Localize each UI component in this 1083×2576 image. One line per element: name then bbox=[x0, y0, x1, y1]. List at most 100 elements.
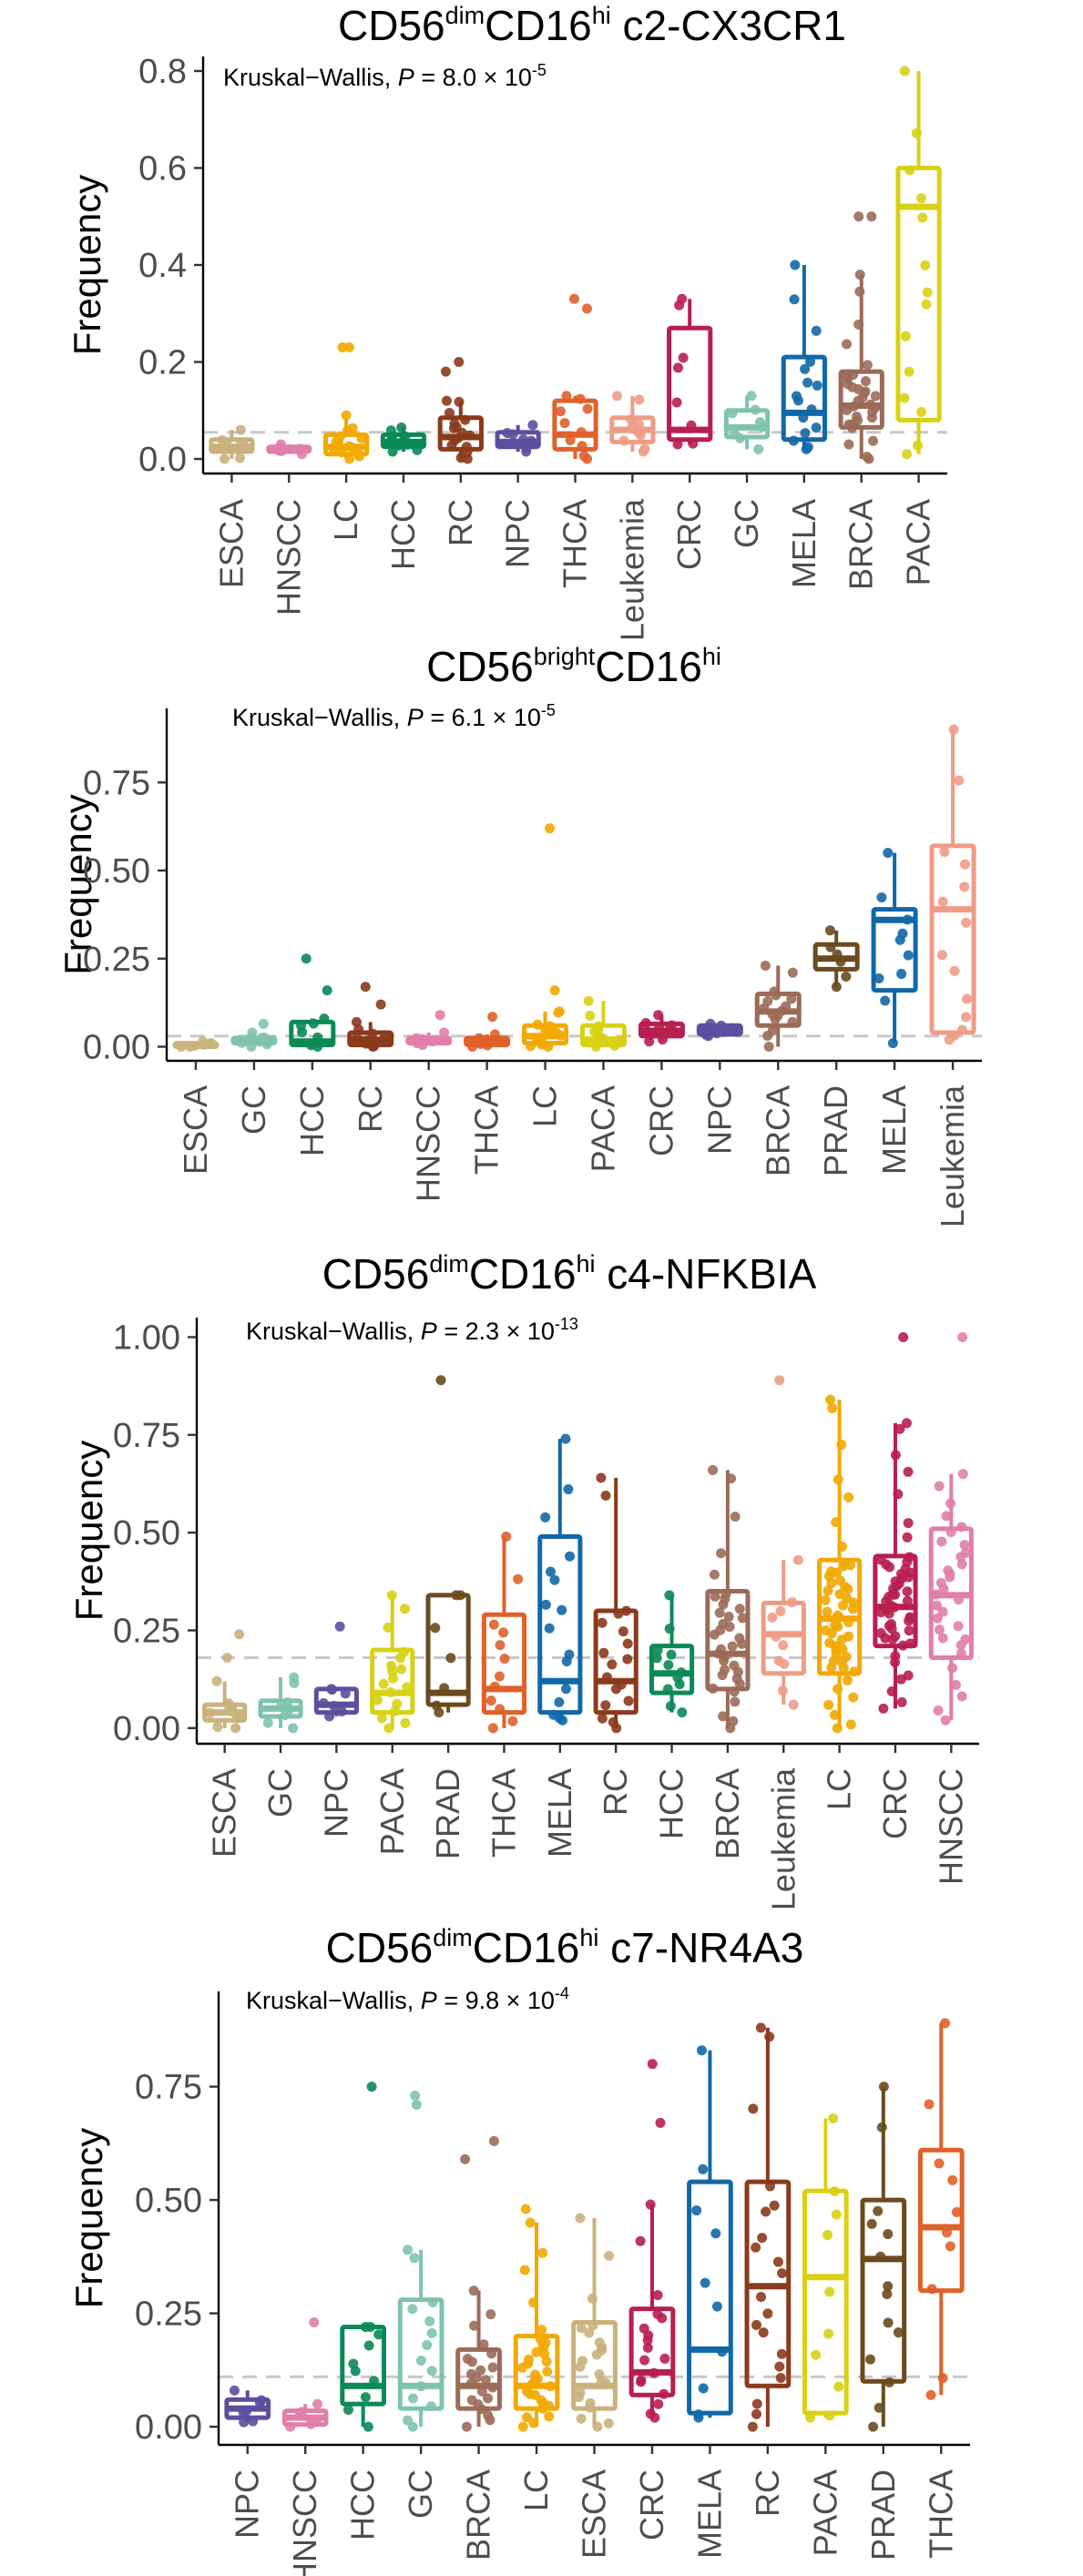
title-part: dim bbox=[429, 1250, 469, 1278]
data-point bbox=[771, 1631, 782, 1642]
x-tick-label: CRC bbox=[670, 499, 708, 570]
data-point bbox=[372, 1695, 383, 1705]
data-point bbox=[805, 2412, 816, 2423]
data-point bbox=[613, 1608, 624, 1619]
data-point bbox=[376, 1713, 387, 1724]
data-point bbox=[954, 775, 965, 786]
data-point bbox=[878, 1703, 889, 1714]
box-npc bbox=[696, 1018, 743, 1042]
data-point bbox=[640, 1017, 651, 1028]
data-point bbox=[787, 1597, 798, 1608]
data-point bbox=[626, 414, 637, 425]
data-point bbox=[812, 380, 822, 391]
data-point bbox=[677, 293, 688, 304]
data-point bbox=[634, 394, 645, 405]
x-tick-label: RC bbox=[442, 499, 479, 546]
data-point bbox=[698, 2164, 709, 2174]
data-point bbox=[400, 431, 411, 442]
data-point bbox=[426, 2366, 437, 2377]
data-point bbox=[904, 1625, 914, 1636]
y-tick-label: 0.0 bbox=[138, 441, 187, 479]
y-tick-label: 0.00 bbox=[135, 2408, 202, 2447]
x-tick-label: CRC bbox=[876, 1768, 914, 1839]
data-point bbox=[716, 1020, 727, 1031]
y-tick-label: 0.75 bbox=[83, 764, 150, 802]
data-point bbox=[754, 417, 765, 428]
data-point bbox=[235, 424, 246, 435]
x-tick-label: NPC bbox=[317, 1768, 354, 1838]
data-point bbox=[521, 2386, 532, 2397]
data-point bbox=[748, 2103, 759, 2114]
data-point bbox=[903, 1518, 914, 1529]
data-point bbox=[189, 1040, 199, 1051]
data-point bbox=[234, 453, 245, 463]
title-part: P bbox=[421, 1318, 437, 1345]
box-rc bbox=[593, 1472, 639, 1734]
data-point bbox=[564, 1649, 575, 1660]
data-point bbox=[751, 2408, 762, 2419]
data-point bbox=[878, 2082, 889, 2092]
data-point bbox=[593, 1021, 604, 1032]
box-crc bbox=[628, 2059, 676, 2423]
data-point bbox=[843, 1631, 854, 1642]
box-hcc bbox=[380, 422, 427, 457]
data-point bbox=[901, 1418, 912, 1429]
data-point bbox=[554, 1696, 565, 1707]
box-brca bbox=[754, 961, 802, 1053]
data-point bbox=[711, 2301, 722, 2312]
data-point bbox=[882, 2288, 893, 2299]
data-point bbox=[876, 892, 887, 903]
data-point bbox=[597, 1617, 608, 1628]
box-paca bbox=[370, 1590, 415, 1734]
data-point bbox=[220, 453, 230, 464]
y-tick-label: 1.00 bbox=[113, 1319, 180, 1357]
data-point bbox=[440, 366, 451, 377]
box-hnscc bbox=[281, 2317, 329, 2432]
data-point bbox=[961, 917, 972, 928]
data-point bbox=[893, 2327, 904, 2338]
x-tick-label: RC bbox=[597, 1768, 634, 1816]
data-point bbox=[485, 2309, 496, 2320]
x-tick-label: CRC bbox=[642, 1085, 679, 1156]
data-point bbox=[639, 2323, 649, 2334]
box-thca bbox=[552, 293, 598, 464]
data-point bbox=[545, 1021, 556, 1032]
data-point bbox=[407, 2393, 418, 2404]
data-point bbox=[854, 270, 865, 280]
x-tick-label: GC bbox=[235, 1085, 272, 1135]
data-point bbox=[767, 1612, 778, 1623]
data-point bbox=[544, 1623, 555, 1634]
data-point bbox=[725, 1723, 736, 1734]
box-mela bbox=[537, 1433, 583, 1726]
data-point bbox=[848, 1692, 859, 1703]
data-point bbox=[563, 1484, 574, 1495]
data-point bbox=[575, 393, 586, 404]
data-point bbox=[666, 1020, 677, 1031]
box-lc bbox=[817, 1394, 863, 1734]
data-point bbox=[811, 2349, 822, 2360]
data-point bbox=[709, 1569, 720, 1580]
data-point bbox=[903, 950, 914, 961]
data-point bbox=[343, 441, 354, 452]
data-point bbox=[435, 1375, 446, 1386]
data-point bbox=[561, 391, 572, 402]
data-point bbox=[672, 362, 683, 373]
x-tick-label: BRCA bbox=[759, 1085, 796, 1176]
box-npc bbox=[313, 1621, 359, 1722]
data-point bbox=[248, 2416, 259, 2427]
data-point bbox=[402, 1682, 413, 1693]
data-point bbox=[659, 2353, 670, 2364]
y-tick-label: 0.25 bbox=[83, 941, 150, 979]
data-point bbox=[348, 2358, 359, 2369]
data-point bbox=[832, 949, 843, 960]
data-point bbox=[636, 2375, 647, 2386]
data-point bbox=[535, 2334, 546, 2345]
data-point bbox=[790, 260, 801, 270]
data-point bbox=[822, 2229, 833, 2240]
chart-title: CD56dimCD16hi c2-CX3CR1 bbox=[338, 2, 846, 49]
data-point bbox=[902, 1595, 913, 1606]
data-point bbox=[935, 1577, 946, 1588]
data-point bbox=[824, 2286, 835, 2297]
data-point bbox=[957, 1331, 968, 1342]
title-part: dim bbox=[445, 2, 485, 29]
